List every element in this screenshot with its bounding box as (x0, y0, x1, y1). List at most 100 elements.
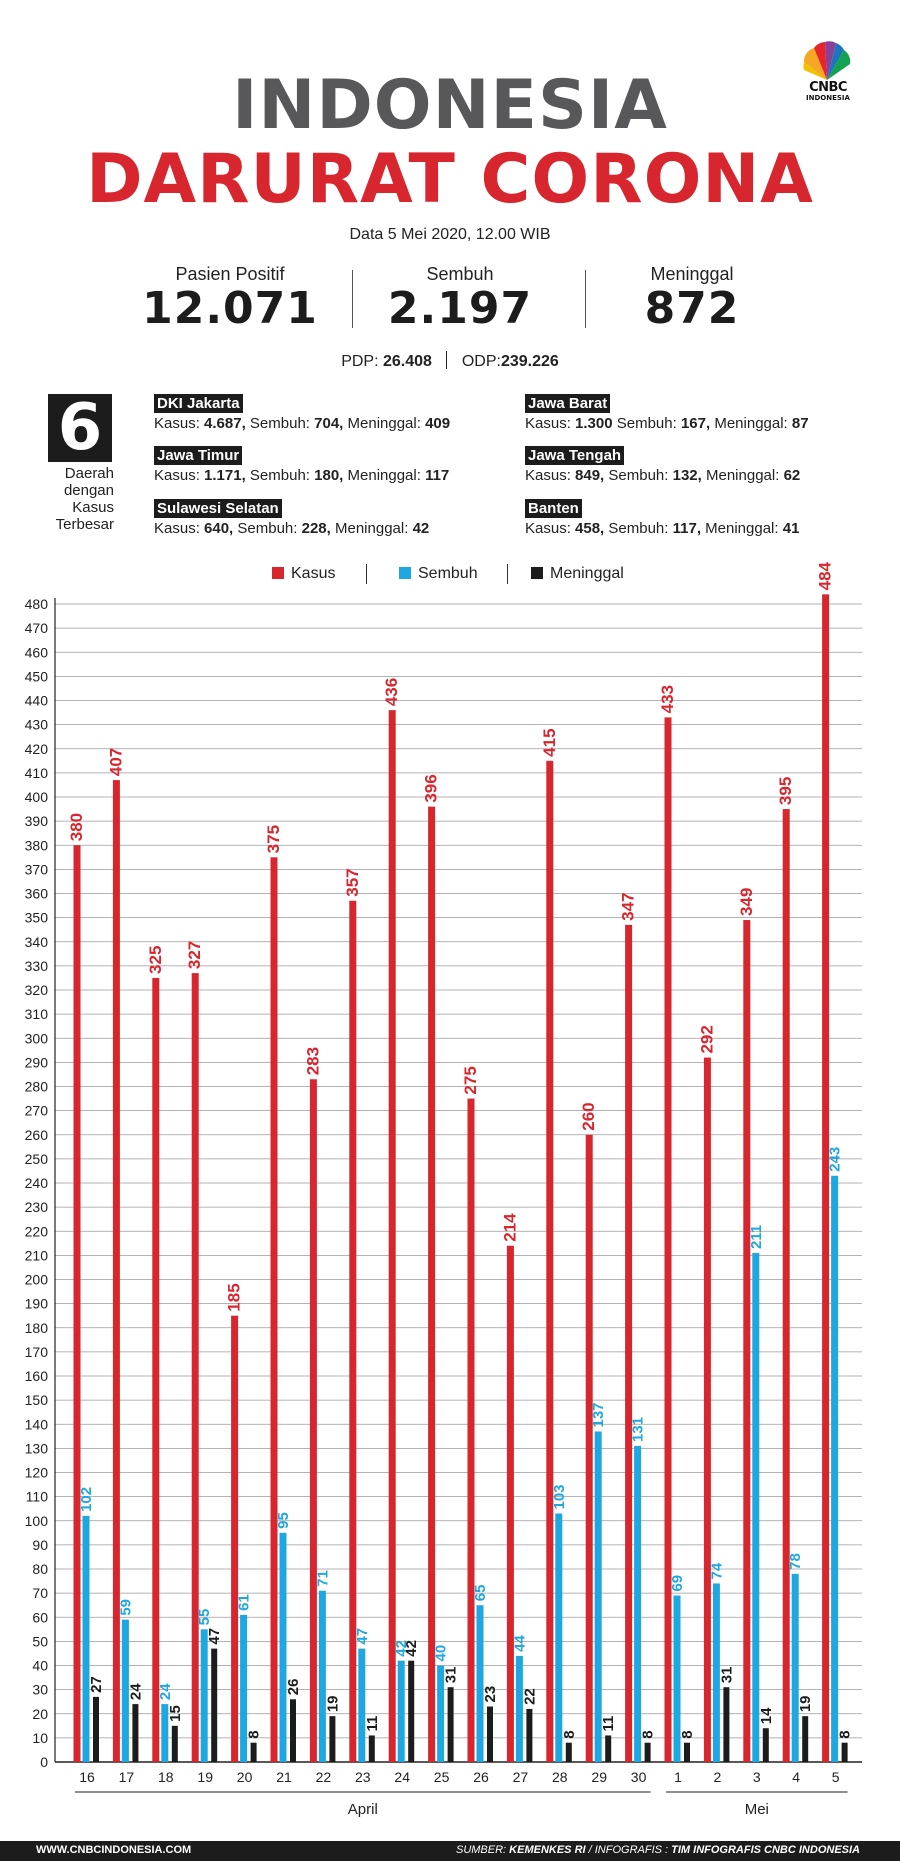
meninggal-value: 41 (782, 520, 800, 537)
legend-divider (366, 564, 367, 584)
sembuh-value: 167, (680, 415, 711, 432)
bar-kasus (546, 760, 554, 1762)
data-label-meninggal: 15 (167, 1705, 184, 1722)
data-label-kasus: 349 (737, 888, 756, 916)
bar-meninggal (171, 1725, 178, 1762)
region-item: Jawa Barat Kasus: 1.300 Sembuh: 167, Meni… (525, 394, 885, 432)
data-label-kasus: 275 (461, 1066, 480, 1094)
y-tick-label: 340 (25, 934, 49, 950)
y-tick-label: 10 (32, 1730, 48, 1746)
bar-kasus (585, 1134, 593, 1762)
kasus-label: Kasus: (525, 415, 571, 432)
data-label-kasus: 347 (619, 892, 638, 920)
y-tick-label: 50 (32, 1633, 48, 1649)
bar-sembuh (200, 1629, 208, 1762)
footer-infografis-label: / INFOGRAFIS : (588, 1844, 669, 1856)
bar-sembuh (476, 1605, 484, 1762)
meninggal-label: Meninggal: (705, 520, 779, 537)
bar-kasus (270, 857, 278, 1762)
data-label-sembuh: 42 (393, 1640, 410, 1657)
odp-value: 239.226 (500, 353, 559, 370)
data-label-kasus: 292 (697, 1025, 716, 1053)
data-label-sembuh: 95 (275, 1512, 292, 1529)
stat-divider (352, 270, 353, 328)
meninggal-value: 87 (791, 415, 809, 432)
y-tick-label: 160 (25, 1368, 49, 1384)
data-label-sembuh: 44 (511, 1635, 528, 1652)
region-stats: Kasus: 1.300 Sembuh: 167, Meninggal: 87 (525, 415, 885, 432)
bar-kasus (782, 809, 790, 1762)
data-label-meninggal: 24 (127, 1683, 144, 1700)
legend-sembuh-swatch (399, 567, 411, 579)
data-label-meninggal: 8 (837, 1730, 854, 1738)
kasus-label: Kasus: (154, 520, 200, 537)
bar-kasus (467, 1098, 475, 1762)
y-tick-label: 200 (25, 1272, 49, 1288)
y-tick-label: 130 (25, 1440, 49, 1456)
y-tick-label: 220 (25, 1223, 49, 1239)
legend-meninggal-label: Meninggal (550, 565, 624, 582)
bar-meninggal (802, 1716, 809, 1762)
bar-sembuh (397, 1660, 405, 1762)
bar-sembuh (515, 1655, 523, 1762)
y-tick-label: 70 (32, 1585, 48, 1601)
data-label-sembuh: 243 (827, 1147, 844, 1172)
y-tick-label: 170 (25, 1344, 49, 1360)
footer-source-value: KEMENKES RI (509, 1844, 586, 1856)
meninggal-label: Meninggal: (347, 415, 421, 432)
x-tick-label: 16 (79, 1769, 95, 1785)
stat-sembuh-value: 2.197 (387, 283, 533, 334)
title-line-2: DARURAT CORONA (86, 140, 814, 219)
y-tick-label: 410 (25, 765, 49, 781)
region-name: Jawa Barat (525, 394, 611, 413)
meninggal-value: 409 (425, 415, 451, 432)
kasus-label: Kasus: (154, 415, 200, 432)
bar-kasus (822, 594, 830, 1762)
data-label-meninggal: 8 (246, 1730, 263, 1738)
x-tick-label: 25 (434, 1769, 450, 1785)
bar-meninggal (487, 1706, 493, 1762)
bar-sembuh (752, 1252, 760, 1762)
data-label-kasus: 380 (67, 813, 86, 841)
data-label-meninggal: 19 (797, 1695, 814, 1712)
y-tick-label: 430 (25, 717, 49, 733)
caption-line: Kasus (72, 499, 114, 516)
data-label-kasus: 396 (422, 774, 441, 802)
stat-sembuh: Sembuh 2.197 (350, 264, 570, 334)
data-label-kasus: 436 (382, 678, 401, 706)
bar-sembuh (712, 1583, 720, 1762)
y-tick-label: 100 (25, 1513, 49, 1529)
y-tick-label: 380 (25, 837, 49, 853)
meninggal-value: 62 (783, 467, 801, 484)
month-label: Mei (745, 1801, 769, 1818)
pdp-value: 26.408 (382, 353, 432, 370)
bar-kasus (703, 1057, 711, 1762)
legend-sembuh: Sembuh (399, 565, 478, 583)
bar-sembuh (831, 1175, 839, 1762)
data-label-kasus: 214 (500, 1213, 519, 1242)
data-label-sembuh: 71 (314, 1570, 331, 1587)
y-tick-label: 330 (25, 958, 49, 974)
kasus-value: 458, (575, 520, 605, 537)
region-item: Sulawesi Selatan Kasus: 640, Sembuh: 228,… (154, 499, 514, 537)
data-label-kasus: 185 (225, 1283, 244, 1311)
bar-sembuh (594, 1431, 602, 1762)
x-tick-label: 29 (591, 1769, 607, 1785)
bar-sembuh (82, 1515, 90, 1762)
bar-sembuh (791, 1573, 799, 1762)
data-label-meninggal: 47 (206, 1628, 223, 1645)
stat-positif: Pasien Positif 12.071 (120, 264, 340, 334)
stat-meninggal-label: Meninggal (650, 264, 734, 284)
data-label-sembuh: 103 (551, 1484, 568, 1509)
region-stats: Kasus: 640, Sembuh: 228, Meninggal: 42 (154, 520, 514, 537)
y-tick-label: 460 (25, 644, 49, 660)
bar-meninggal (368, 1735, 375, 1762)
logo-name: CNBC (809, 80, 847, 95)
bar-kasus (743, 920, 751, 1762)
x-tick-label: 24 (394, 1769, 410, 1785)
x-tick-label: 27 (513, 1769, 529, 1785)
bar-kasus (388, 710, 396, 1762)
bar-sembuh (634, 1445, 642, 1762)
y-tick-label: 320 (25, 982, 49, 998)
data-label-meninggal: 8 (561, 1730, 578, 1738)
